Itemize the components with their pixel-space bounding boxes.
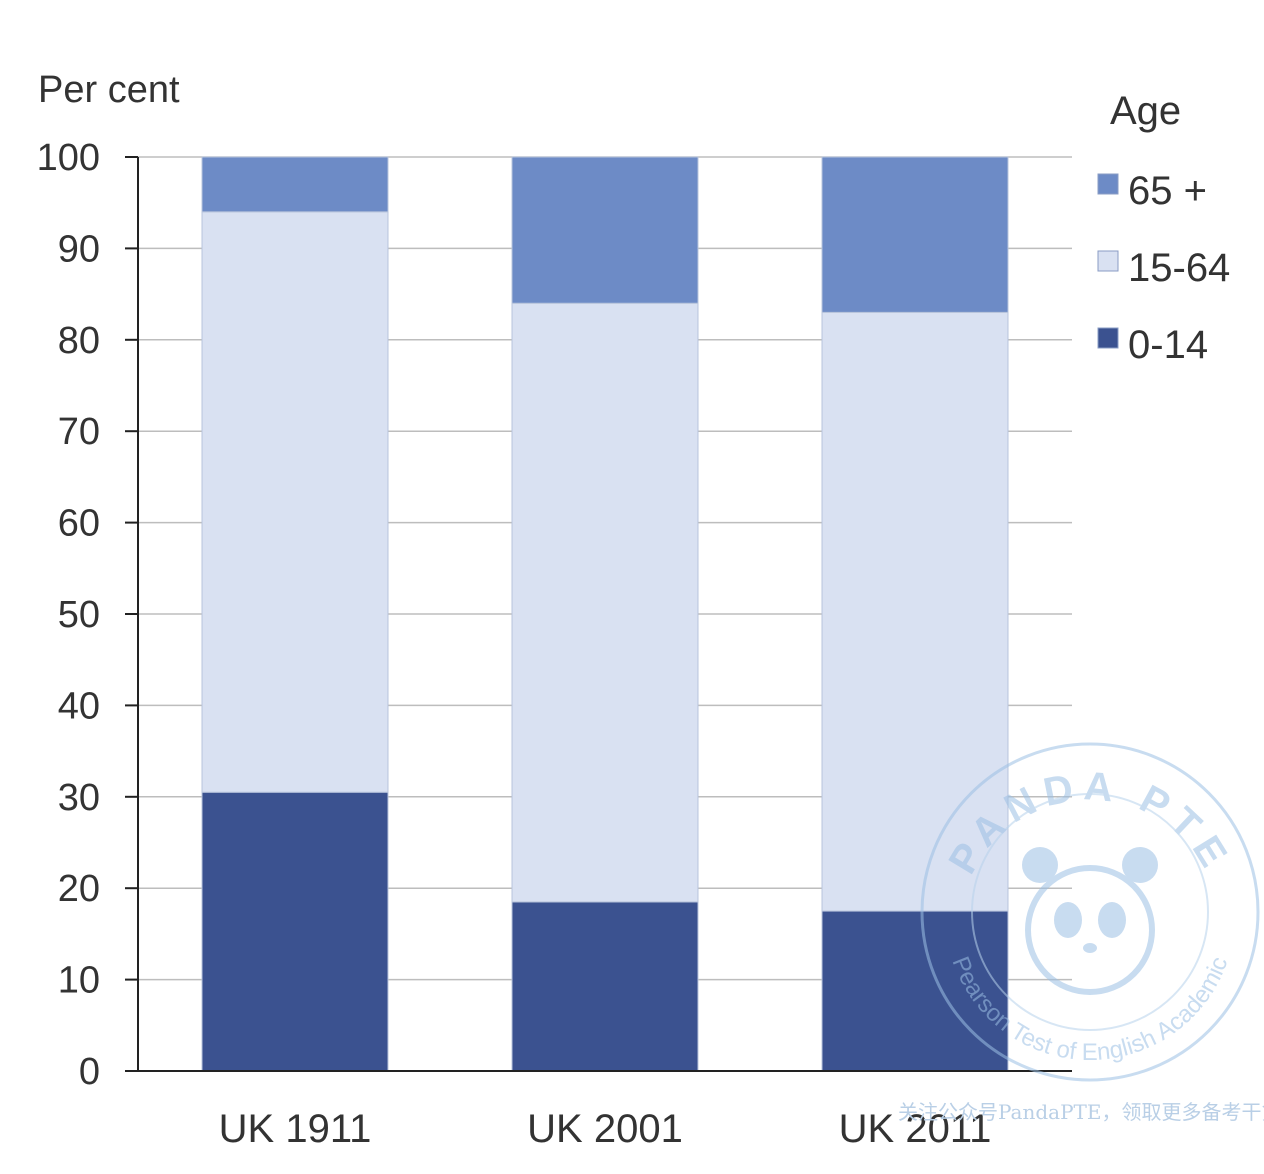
- panda-icon: [1022, 847, 1158, 995]
- legend: Age 65 + 15-64 0-14: [1097, 89, 1230, 367]
- y-axis-title: Per cent: [38, 69, 180, 111]
- legend-swatch: [1097, 327, 1119, 349]
- y-tick-labels: 0 10 20 30 40 50 60 70 80 90 100: [37, 137, 100, 1093]
- y-tick-label: 40: [58, 685, 100, 727]
- x-category-label: UK 1911: [219, 1107, 372, 1151]
- bar-segment-1564-3: [821, 311, 1009, 912]
- bar-segment-014-1: [201, 791, 389, 1072]
- y-tick-label: 10: [58, 960, 100, 1002]
- y-tick-label: 20: [58, 868, 100, 910]
- y-tick-label: 0: [79, 1051, 100, 1093]
- y-tick-label: 50: [58, 594, 100, 636]
- bars: [201, 156, 1009, 1072]
- x-category-label: UK 2001: [527, 1107, 683, 1151]
- bar-segment-65-1: [201, 156, 389, 213]
- seal-inner-ring: [971, 793, 1209, 1031]
- bar-segment-014-3: [821, 910, 1009, 1072]
- legend-label: 65 +: [1128, 169, 1207, 213]
- y-tick-label: 80: [58, 320, 100, 362]
- y-tick-label: 70: [58, 411, 100, 453]
- bar-segment-65-2: [511, 156, 699, 304]
- legend-label: 15-64: [1128, 246, 1230, 290]
- bar-segment-65-3: [821, 156, 1009, 313]
- legend-label: 0-14: [1128, 323, 1208, 367]
- bar-segment-1564-2: [511, 302, 699, 903]
- seal-outer-ring: [920, 742, 1260, 1082]
- y-tick-label: 30: [58, 777, 100, 819]
- bar-segment-1564-1: [201, 211, 389, 793]
- legend-swatch: [1097, 173, 1119, 195]
- axes: [125, 157, 1072, 1072]
- y-tick-label: 60: [58, 503, 100, 545]
- legend-swatch: [1097, 250, 1119, 272]
- watermark-note: 关注公众号PandaPTE，领取更多备考干货: [898, 1100, 1264, 1124]
- x-category-label: UK 2011: [839, 1107, 992, 1151]
- legend-title: Age: [1110, 89, 1181, 133]
- y-tick-label: 100: [37, 137, 100, 179]
- bar-segment-014-2: [511, 901, 699, 1072]
- x-category-labels: UK 1911 UK 2001 UK 2011: [219, 1107, 992, 1151]
- y-tick-label: 90: [58, 228, 100, 270]
